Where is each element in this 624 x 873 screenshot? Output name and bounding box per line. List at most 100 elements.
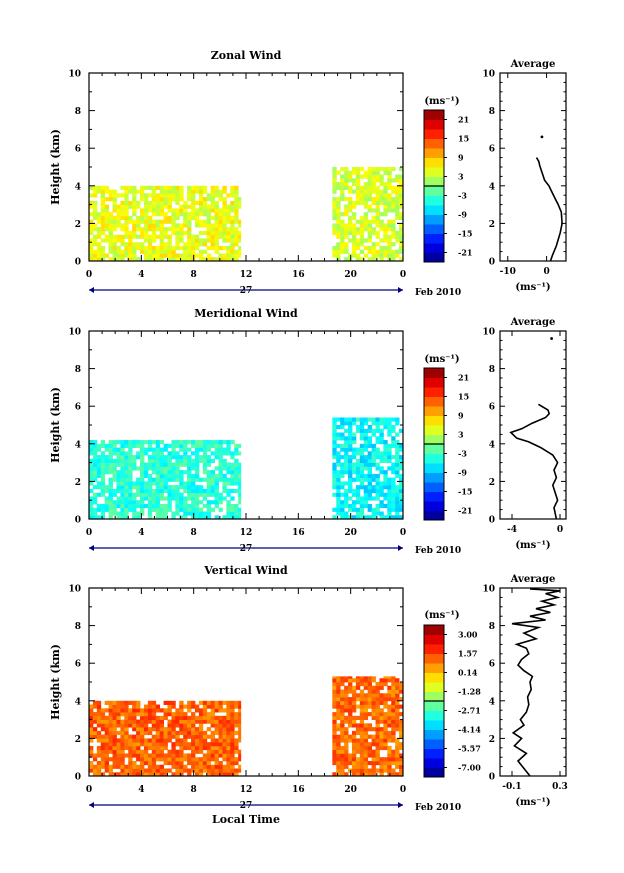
heatmap-cell: [395, 753, 400, 758]
heatmap-cell: [214, 704, 219, 709]
heatmap-cell: [395, 704, 400, 709]
heatmap-cell: [383, 458, 388, 463]
heatmap-cell: [175, 200, 180, 205]
heatmap-cell: [151, 734, 157, 739]
heatmap-cell: [143, 230, 149, 236]
heatmap-cell: [191, 245, 196, 251]
heatmap-cell: [344, 700, 349, 705]
heatmap-cell: [383, 704, 388, 709]
heatmap-cell: [143, 253, 149, 258]
heatmap-cell: [359, 704, 365, 709]
heatmap-cell: [147, 238, 153, 243]
heatmap-cell: [234, 742, 239, 747]
heatmap-cell: [151, 458, 157, 463]
heatmap-cell: [167, 768, 172, 773]
heatmap-cell: [351, 492, 357, 497]
heatmap-cell: [344, 745, 349, 751]
heatmap-cell: [124, 197, 129, 202]
heatmap-cell: [367, 753, 372, 758]
heatmap-cell: [100, 185, 106, 190]
heatmap-cell: [363, 466, 369, 471]
heatmap-cell: [155, 477, 161, 482]
heatmap-cell: [171, 208, 176, 213]
heatmap-cell: [124, 227, 129, 232]
heatmap-cell: [151, 488, 157, 494]
heatmap-cell: [355, 704, 361, 709]
heatmap-cell: [344, 492, 349, 497]
heatmap-cell: [140, 227, 145, 232]
x-tick-label: 4: [138, 528, 144, 538]
heatmap-cell: [179, 223, 184, 228]
heatmap-cell: [136, 223, 141, 228]
x-tick-label: 12: [240, 785, 253, 795]
heatmap-cell: [89, 511, 94, 516]
heatmap-cell: [391, 753, 396, 758]
heatmap-cell: [167, 189, 172, 194]
colorbar-segment: [424, 119, 444, 130]
heatmap-cell: [375, 730, 380, 736]
heatmap-cell: [136, 742, 141, 747]
heatmap-cell: [108, 515, 113, 520]
heatmap-cell: [379, 481, 384, 486]
heatmap-cell: [175, 466, 180, 471]
heatmap-cell: [383, 730, 388, 736]
heatmap-cell: [108, 757, 113, 762]
heatmap-cell: [359, 734, 365, 739]
heatmap-cell: [108, 727, 113, 732]
heatmap-cell: [116, 745, 121, 751]
heatmap-cell: [355, 488, 361, 494]
heatmap-cell: [202, 223, 208, 228]
heatmap-cell: [214, 738, 219, 743]
heatmap-cell: [92, 212, 98, 217]
heatmap-cell: [230, 238, 235, 243]
heatmap-cell: [399, 485, 404, 490]
heatmap-cell: [375, 753, 380, 758]
heatmap-cell: [395, 503, 400, 509]
heatmap-cell: [112, 760, 117, 766]
heatmap-cell: [202, 204, 208, 209]
heatmap-cell: [230, 719, 235, 724]
heatmap-cell: [218, 745, 223, 751]
heatmap-cell: [167, 253, 172, 258]
heatmap-cell: [363, 443, 369, 448]
heatmap-cell: [222, 745, 227, 751]
heatmap-cell: [108, 462, 113, 467]
heatmap-cell: [383, 503, 388, 509]
heatmap-cell: [387, 507, 392, 512]
heatmap-cell: [395, 473, 400, 479]
heatmap-cell: [143, 749, 149, 754]
heatmap-cell: [359, 227, 365, 232]
heatmap-cell: [332, 215, 337, 221]
heatmap-cell: [379, 245, 384, 251]
heatmap-cell: [226, 757, 231, 762]
heatmap-cell: [363, 432, 369, 437]
heatmap-cell: [336, 753, 341, 758]
heatmap-cell: [344, 697, 349, 702]
heatmap-cell: [100, 458, 106, 463]
heatmap-cell: [198, 488, 204, 494]
heatmap-cell: [175, 734, 180, 739]
heatmap-cell: [167, 242, 172, 247]
heatmap-cell: [238, 219, 242, 224]
heatmap-cell: [171, 443, 176, 448]
average-x-axis-label: (ms⁻¹): [515, 540, 550, 551]
heatmap-cell: [128, 204, 133, 209]
heatmap-cell: [234, 481, 239, 486]
heatmap-cell: [344, 689, 349, 694]
heatmap-cell: [136, 764, 141, 769]
heatmap-cell: [222, 768, 227, 773]
heatmap-cell: [348, 466, 353, 471]
heatmap-cell: [120, 772, 125, 777]
heatmap-cell: [143, 768, 149, 773]
heatmap-cell: [395, 507, 400, 512]
heatmap-cell: [108, 477, 113, 482]
heatmap-cell: [218, 443, 223, 448]
heatmap-cell: [375, 200, 380, 205]
heatmap-cell: [89, 515, 94, 520]
colorbar-tick-label: 15: [458, 392, 469, 402]
heatmap-cell: [143, 719, 149, 724]
heatmap-cell: [332, 245, 337, 251]
heatmap-cell: [210, 738, 215, 743]
heatmap-cell: [344, 204, 349, 209]
heatmap-cell: [367, 167, 372, 172]
